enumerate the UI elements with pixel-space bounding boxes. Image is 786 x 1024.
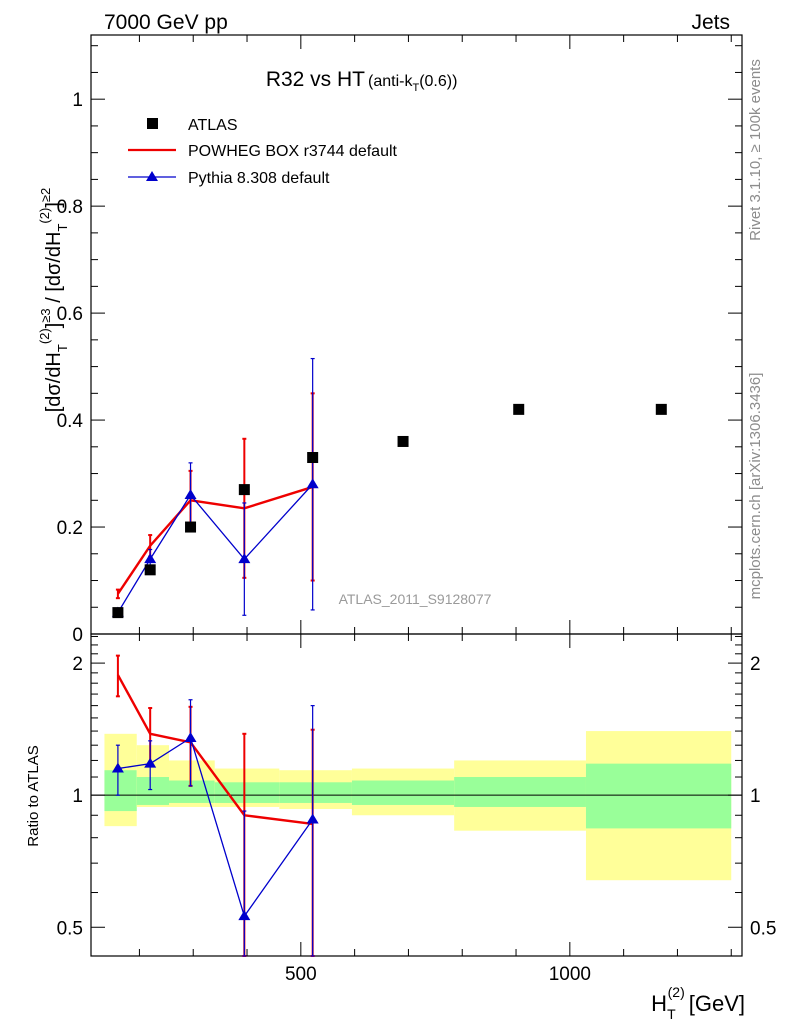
atlas-data-point xyxy=(307,452,319,464)
y-tick-label: 0.4 xyxy=(57,411,84,432)
chart-series-layer xyxy=(111,357,667,957)
y-tick-label: 0.8 xyxy=(57,197,83,218)
chart-title-algorithm-text: (anti-k xyxy=(368,73,413,90)
x-tick-label: 1000 xyxy=(549,964,591,985)
chart-title-algorithm: (anti-kT(0.6)) xyxy=(368,73,457,94)
ratio-band-inner xyxy=(214,782,280,803)
pythia-ratio-marker xyxy=(111,762,124,773)
process-label: Jets xyxy=(691,11,730,34)
ratio-tick-label-left: 0.5 xyxy=(57,918,83,939)
analysis-label: ATLAS_2011_S9128077 xyxy=(339,591,492,607)
ratio-band-inner xyxy=(351,780,455,805)
x-label-sup: (2) xyxy=(668,984,685,1000)
x-tick-label: 500 xyxy=(285,964,317,985)
ratio-band-inner xyxy=(169,780,215,803)
legend: ATLAS POWHEG BOX r3744 default Pythia 8.… xyxy=(128,117,398,187)
pythia-ratio-marker xyxy=(306,813,319,824)
x-label-main: H xyxy=(651,991,667,1016)
ratio-tick-label-right: 0.5 xyxy=(750,918,776,939)
ratio-band-inner xyxy=(585,763,732,829)
ratio-band-inner xyxy=(104,770,137,812)
ratio-tick-label-left: 2 xyxy=(72,654,83,675)
ratio-band-inner xyxy=(279,782,352,803)
y-tick-label: 0 xyxy=(72,625,83,646)
y-label-sup-2: ≥3 xyxy=(38,308,53,322)
ratio-tick-label-right: 2 xyxy=(750,654,761,675)
x-label-unit: [GeV] xyxy=(689,991,745,1016)
pythia-ratio-marker xyxy=(238,910,251,921)
atlas-data-point xyxy=(144,564,156,576)
x-axis-label: HT (2) [GeV] xyxy=(651,984,745,1022)
pythia-marker xyxy=(184,488,197,499)
y-label-part-4: ] xyxy=(43,202,65,208)
pythia-marker xyxy=(306,478,319,489)
atlas-data-point xyxy=(185,521,197,533)
pythia-marker xyxy=(238,553,251,564)
ratio-tick-label-left: 1 xyxy=(72,786,83,807)
pythia-ratio-marker xyxy=(184,731,197,742)
y-label-part-1: [dσ/dH xyxy=(43,352,65,412)
y-tick-label: 0.2 xyxy=(57,518,83,539)
legend-label-pythia: Pythia 8.308 default xyxy=(188,170,330,187)
y-tick-label: 1 xyxy=(72,90,83,111)
atlas-data-point xyxy=(112,607,124,619)
chart-title: R32 vs HT xyxy=(266,68,365,91)
legend-marker-atlas xyxy=(147,118,158,129)
x-label-sub: T xyxy=(667,1006,676,1022)
y-label-sup-3: (2) xyxy=(37,208,52,224)
atlas-data-point xyxy=(655,403,667,415)
pythia-ratio-marker xyxy=(144,757,157,768)
atlas-data-point xyxy=(238,484,250,496)
atlas-data-point xyxy=(513,403,525,415)
ratio-uncertainty-bands xyxy=(91,731,742,881)
rivet-label: Rivet 3.1.10, ≥ 100k events xyxy=(747,59,764,241)
y-label-sup-1: (2) xyxy=(37,328,52,344)
y-tick-label: 0.6 xyxy=(57,304,83,325)
pythia-marker xyxy=(144,553,157,564)
y-label-sub-1: T xyxy=(55,344,70,352)
y-label-sub-2: T xyxy=(55,224,70,232)
mcplots-label: mcplots.cern.ch [arXiv:1306.3436] xyxy=(747,373,764,600)
y-label-part-2: ] xyxy=(43,323,65,329)
powheg-line xyxy=(116,485,314,595)
legend-label-atlas: ATLAS xyxy=(188,117,238,134)
legend-marker-pythia xyxy=(146,171,158,181)
ratio-band-inner xyxy=(454,777,586,807)
chart-title-algorithm-index: T xyxy=(412,82,419,94)
ratio-band-inner xyxy=(136,777,170,805)
axis-ticks: 500 1000 0 0.2 0.4 0.6 0.8 1 0.5 0.5 1 1 2 2 xyxy=(57,35,776,985)
y-axis-label: [dσ/dHT(2)]≥3 / [dσ/dHT(2)]≥2 xyxy=(37,188,70,413)
ratio-tick-label-right: 1 xyxy=(750,786,761,807)
chart-title-algorithm-end: (0.6)) xyxy=(419,73,457,90)
legend-label-powheg: POWHEG BOX r3744 default xyxy=(188,143,398,160)
atlas-data-point xyxy=(397,435,409,447)
ratio-y-axis-label: Ratio to ATLAS xyxy=(25,745,42,846)
y-label-part-3: / [dσ/dH xyxy=(43,232,65,309)
y-label-sup-4: ≥2 xyxy=(38,188,53,202)
energy-label: 7000 GeV pp xyxy=(104,11,228,34)
